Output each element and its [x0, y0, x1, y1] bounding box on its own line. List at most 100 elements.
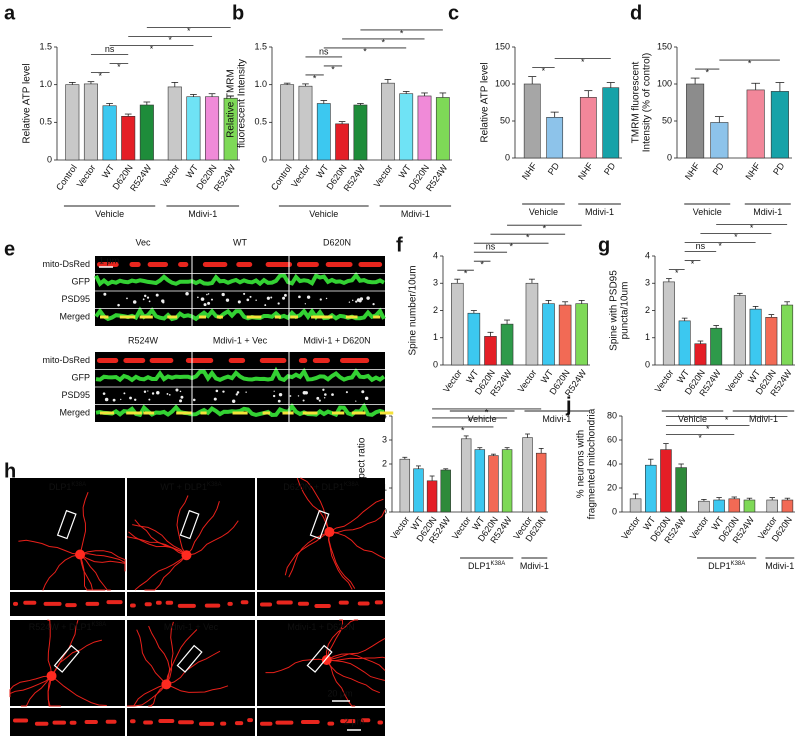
bar	[525, 282, 539, 366]
mito	[144, 602, 152, 607]
x-tick-label: WT	[100, 162, 117, 180]
puncta	[355, 400, 357, 402]
x-tick-label: Vector	[372, 163, 395, 190]
mito	[228, 358, 246, 363]
y-tick-label: 1.0	[39, 79, 52, 89]
puncta	[246, 298, 250, 302]
puncta	[203, 303, 207, 307]
mito	[374, 600, 383, 605]
significance-label: *	[705, 67, 709, 77]
mito	[312, 358, 330, 363]
image-label-text: D620N + DLP1	[283, 482, 344, 492]
puncta	[207, 301, 211, 305]
neurite	[148, 625, 171, 685]
x-tick-label: Control	[269, 163, 294, 193]
y-tick-label: 0	[645, 359, 650, 369]
significance-label: ns	[486, 242, 496, 252]
puncta	[352, 299, 354, 302]
mito	[185, 358, 214, 363]
y-tick-label: 40	[607, 458, 617, 468]
significance-label: *	[400, 28, 404, 38]
bar	[501, 449, 513, 513]
group-label: DLP1K38A	[468, 561, 505, 572]
bar	[139, 104, 154, 161]
x-tick-label: Vector	[516, 368, 539, 395]
neurite	[136, 629, 167, 685]
neurite	[186, 501, 220, 556]
bar	[440, 469, 451, 513]
soma	[161, 679, 172, 690]
neurite	[47, 675, 56, 707]
y-axis-label: Aspect ratio	[357, 437, 368, 490]
puncta	[179, 399, 183, 403]
puncta	[319, 298, 322, 301]
y-tick-label: 0	[262, 154, 267, 164]
mito	[97, 262, 119, 267]
bar	[399, 93, 414, 161]
bar	[710, 327, 723, 366]
puncta	[284, 293, 287, 297]
column-label: Vec	[135, 237, 151, 247]
bar	[766, 499, 778, 513]
mito	[338, 600, 349, 605]
neurite	[288, 531, 330, 578]
overlay	[274, 315, 281, 319]
panel-letter: a	[4, 2, 16, 24]
neurite	[79, 554, 106, 591]
image-label-sup: K38A	[344, 482, 359, 488]
overlay	[282, 411, 294, 415]
mito	[357, 601, 370, 606]
mito	[260, 602, 273, 607]
bar	[733, 295, 746, 366]
bar	[121, 116, 136, 161]
bar	[602, 87, 620, 159]
bar	[579, 97, 597, 159]
y-axis-label: Relative TMRM	[226, 69, 237, 138]
puncta	[278, 392, 283, 397]
x-tick-label: WT	[184, 162, 201, 180]
y-tick-label: 0.5	[39, 117, 52, 127]
overlay	[143, 411, 155, 415]
bar	[558, 304, 572, 366]
soma	[324, 527, 335, 538]
bar	[488, 455, 499, 513]
bar	[781, 304, 794, 366]
puncta	[318, 399, 321, 402]
puncta	[221, 292, 225, 297]
puncta	[222, 390, 225, 393]
y-tick-label: 50	[500, 115, 510, 125]
neurite	[128, 531, 187, 556]
significance-label: *	[468, 416, 472, 426]
overlay	[119, 315, 136, 319]
overlay	[262, 411, 271, 415]
mito	[97, 358, 119, 363]
puncta	[306, 295, 311, 299]
group-label: Mdivi-1	[749, 414, 778, 424]
group-label-text: Mdivi-1	[188, 209, 217, 219]
bar	[662, 281, 675, 366]
bar	[399, 458, 411, 513]
puncta	[302, 390, 307, 395]
neurite	[329, 531, 386, 560]
bar	[426, 480, 438, 513]
y-axis-label: puncta/10um	[620, 282, 631, 340]
puncta	[166, 393, 169, 395]
image-label-text: Mdivi-1 + Vec	[164, 622, 219, 632]
neurite	[134, 554, 187, 591]
x-tick-label: Vector	[653, 368, 676, 395]
group-label: DLP1K38A	[708, 561, 745, 572]
mito	[297, 601, 310, 606]
puncta	[348, 301, 351, 303]
group-label: Vehicle	[529, 207, 558, 217]
mito	[296, 262, 319, 267]
x-tick-label: PD	[602, 160, 618, 176]
puncta	[237, 300, 241, 304]
significance-label: *	[485, 407, 489, 417]
scale-label: 2 μm	[344, 716, 364, 726]
puncta	[345, 391, 348, 394]
puncta	[132, 300, 137, 304]
x-tick-label: PD	[546, 160, 562, 176]
mito	[377, 720, 383, 725]
puncta	[143, 294, 147, 298]
soma	[75, 549, 86, 560]
